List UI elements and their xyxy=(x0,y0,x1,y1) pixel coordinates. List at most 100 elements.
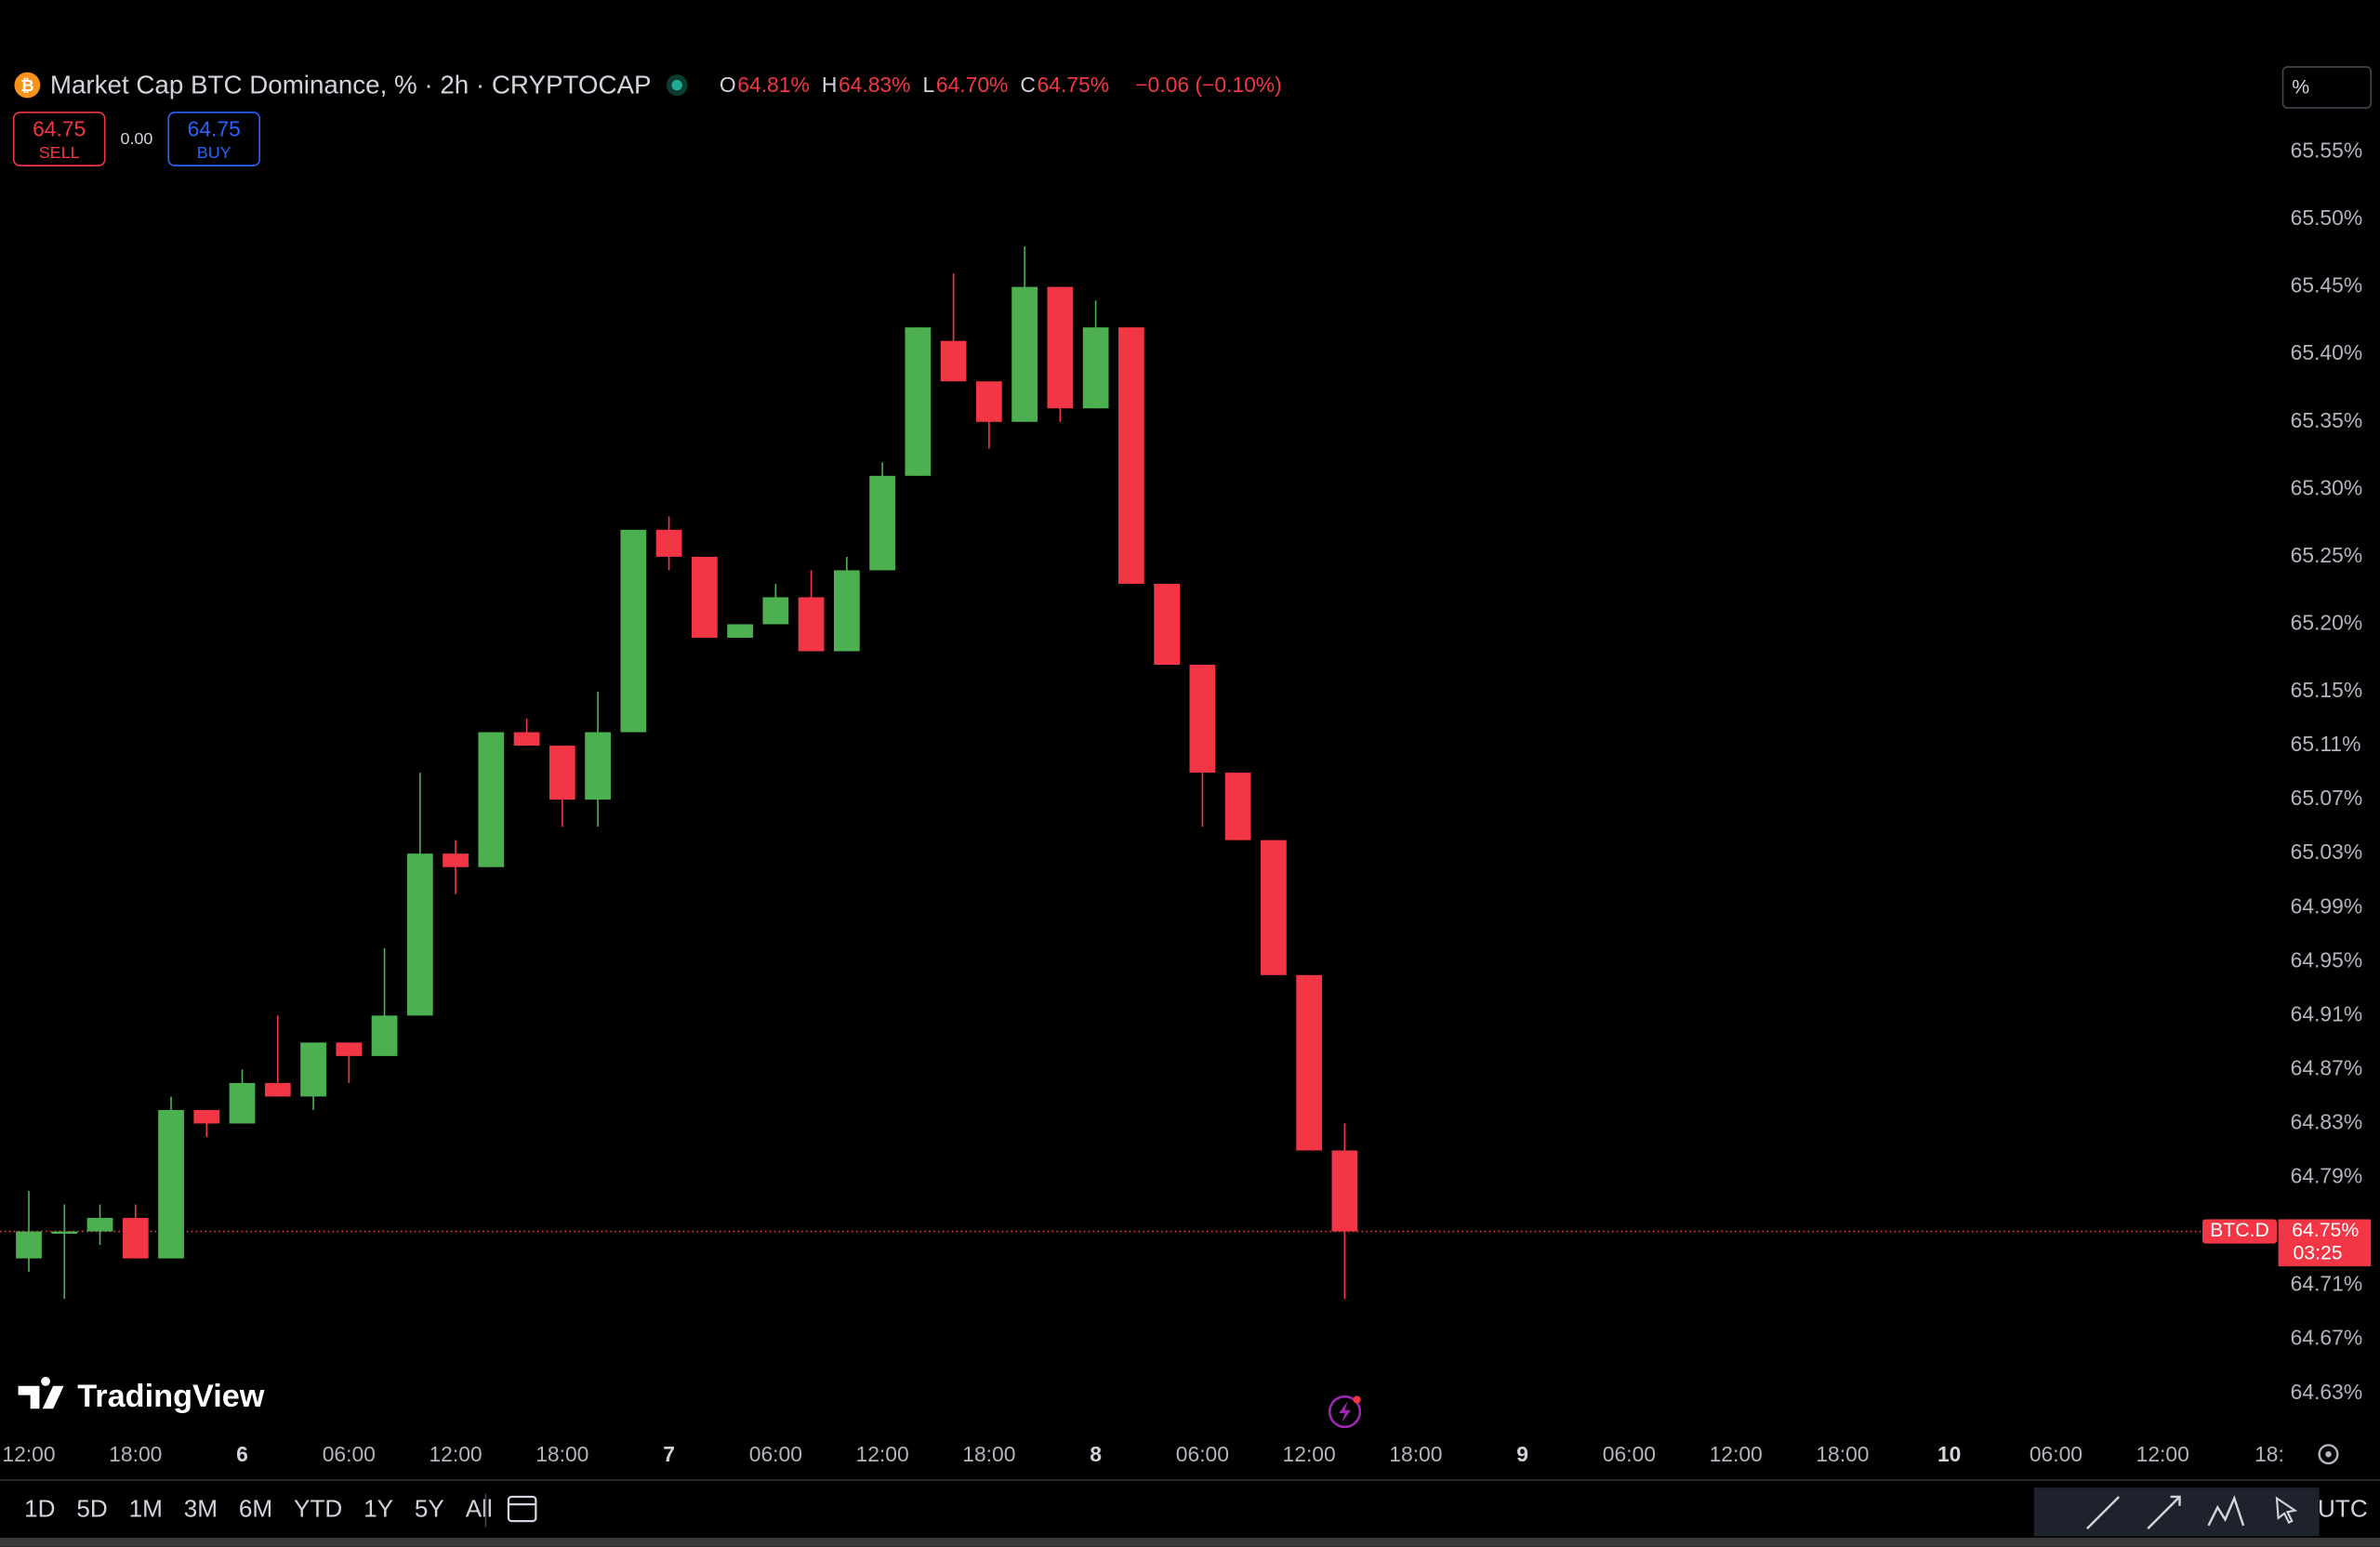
buy-button[interactable] xyxy=(167,112,260,166)
candle-body xyxy=(762,597,789,625)
candle-body xyxy=(905,327,932,476)
x-tick-label: 12:00 xyxy=(2136,1442,2189,1466)
sell-label: SELL xyxy=(39,143,80,162)
candle-body xyxy=(1261,840,1287,975)
settings-icon[interactable] xyxy=(2318,1444,2339,1465)
x-tick-label: 8 xyxy=(1090,1442,1102,1466)
sell-button[interactable] xyxy=(12,112,106,166)
candle-body xyxy=(300,1042,326,1097)
candle-body xyxy=(585,732,611,800)
x-tick-label: 18:00 xyxy=(1389,1442,1442,1466)
candle-body xyxy=(51,1231,78,1235)
candle-body xyxy=(691,556,718,638)
legend-key: O xyxy=(720,73,736,97)
buy-label: BUY xyxy=(197,143,231,162)
y-tick-label: 64.79% xyxy=(2291,1164,2362,1188)
x-tick-label: 18: xyxy=(2254,1442,2284,1466)
timezone[interactable]: UTC xyxy=(2318,1495,2368,1523)
scale-mode-box[interactable] xyxy=(2281,66,2373,109)
range-button[interactable]: 5Y xyxy=(415,1495,444,1523)
symbol-icon xyxy=(14,72,41,99)
y-tick-label: 64.87% xyxy=(2291,1055,2362,1079)
legend-value: 64.75% xyxy=(1038,73,1109,97)
cursor-tool[interactable] xyxy=(2275,1496,2298,1525)
x-tick-label: 06:00 xyxy=(2030,1442,2082,1466)
candle-body xyxy=(229,1082,256,1124)
candle-body xyxy=(1047,286,1074,409)
candle-body xyxy=(1082,327,1109,409)
x-tick-label: 18:00 xyxy=(962,1442,1015,1466)
pattern-tool[interactable] xyxy=(2207,1495,2245,1527)
candle-body xyxy=(478,732,505,867)
x-tick-label: 9 xyxy=(1516,1442,1528,1466)
y-tick-label: 65.25% xyxy=(2291,543,2362,567)
x-tick-label: 06:00 xyxy=(323,1442,376,1466)
candle-body xyxy=(158,1109,184,1259)
legend-value: 64.83% xyxy=(839,73,910,97)
candle-body xyxy=(264,1082,291,1097)
legend-key: L xyxy=(923,73,935,97)
y-tick-label: 65.35% xyxy=(2291,408,2362,432)
y-tick-label: 65.50% xyxy=(2291,205,2362,230)
x-tick-label: 12:00 xyxy=(1283,1442,1336,1466)
y-tick-label: 65.55% xyxy=(2291,139,2362,163)
range-button[interactable]: 1Y xyxy=(364,1495,393,1523)
symbol-icon-glyph: ₿ xyxy=(20,76,34,95)
chart-title: Market Cap BTC Dominance, % · 2h · CRYPT… xyxy=(50,71,652,99)
candle-body xyxy=(513,732,540,747)
legend-value: 64.70% xyxy=(936,73,1008,97)
change: −0.06 (−0.10%) xyxy=(1135,73,1281,97)
x-tick-label: 18:00 xyxy=(109,1442,162,1466)
x-tick-label: 06:00 xyxy=(1603,1442,1656,1466)
candle-body xyxy=(940,340,967,382)
candle-body xyxy=(655,529,682,557)
candle-body xyxy=(336,1042,363,1056)
sell-price: 64.75 xyxy=(33,117,86,141)
candle-body xyxy=(16,1231,42,1259)
y-tick-label: 65.30% xyxy=(2291,475,2362,499)
candle-body xyxy=(1189,664,1216,774)
candle-body xyxy=(549,746,575,800)
y-tick-label: 64.83% xyxy=(2291,1109,2362,1133)
range-button[interactable]: All xyxy=(466,1495,493,1523)
price-tag xyxy=(2278,1219,2372,1267)
plot-area xyxy=(0,246,2277,1300)
x-tick-label: 7 xyxy=(663,1442,675,1466)
y-tick-label: 65.11% xyxy=(2291,732,2361,756)
y-tick-label: 65.40% xyxy=(2291,340,2362,364)
legend-value: 64.81% xyxy=(737,73,809,97)
x-tick-label: 6 xyxy=(236,1442,248,1466)
scale-mode: % xyxy=(2292,76,2309,98)
trendline-tool[interactable] xyxy=(2086,1496,2121,1530)
candle-body xyxy=(975,381,1002,422)
candle-body xyxy=(86,1218,113,1232)
y-tick-label: 65.07% xyxy=(2291,786,2362,810)
spread: 0.00 xyxy=(120,129,152,148)
candle-body xyxy=(193,1109,220,1124)
range-button[interactable]: YTD xyxy=(294,1495,342,1523)
symbol-tag-text: BTC.D xyxy=(2210,1220,2269,1241)
range-button[interactable]: 5D xyxy=(76,1495,107,1523)
y-tick-label: 65.15% xyxy=(2291,678,2362,702)
brand: TradingView xyxy=(77,1379,265,1414)
range-button[interactable]: 6M xyxy=(239,1495,272,1523)
ohlc-legend: O 64.81% H 64.83% L 64.70% C 64.75% xyxy=(720,73,1109,97)
x-tick-label: 12:00 xyxy=(2,1442,55,1466)
candle-body xyxy=(443,853,469,867)
range-button[interactable]: 3M xyxy=(184,1495,218,1523)
alert-icon[interactable] xyxy=(1328,1395,1362,1429)
x-tick-label: 12:00 xyxy=(1710,1442,1763,1466)
candle-body xyxy=(1331,1150,1358,1232)
range-button[interactable]: 1D xyxy=(24,1495,55,1523)
ray-tool[interactable] xyxy=(2147,1495,2181,1530)
range-button[interactable]: 1M xyxy=(129,1495,163,1523)
x-tick-label: 06:00 xyxy=(1176,1442,1229,1466)
y-tick-label: 64.71% xyxy=(2291,1272,2362,1296)
settings-center xyxy=(2325,1450,2332,1458)
market-status-dot xyxy=(671,79,682,91)
x-tick-label: 12:00 xyxy=(856,1442,909,1466)
candle-body xyxy=(798,597,825,652)
goto-date[interactable] xyxy=(507,1495,537,1523)
